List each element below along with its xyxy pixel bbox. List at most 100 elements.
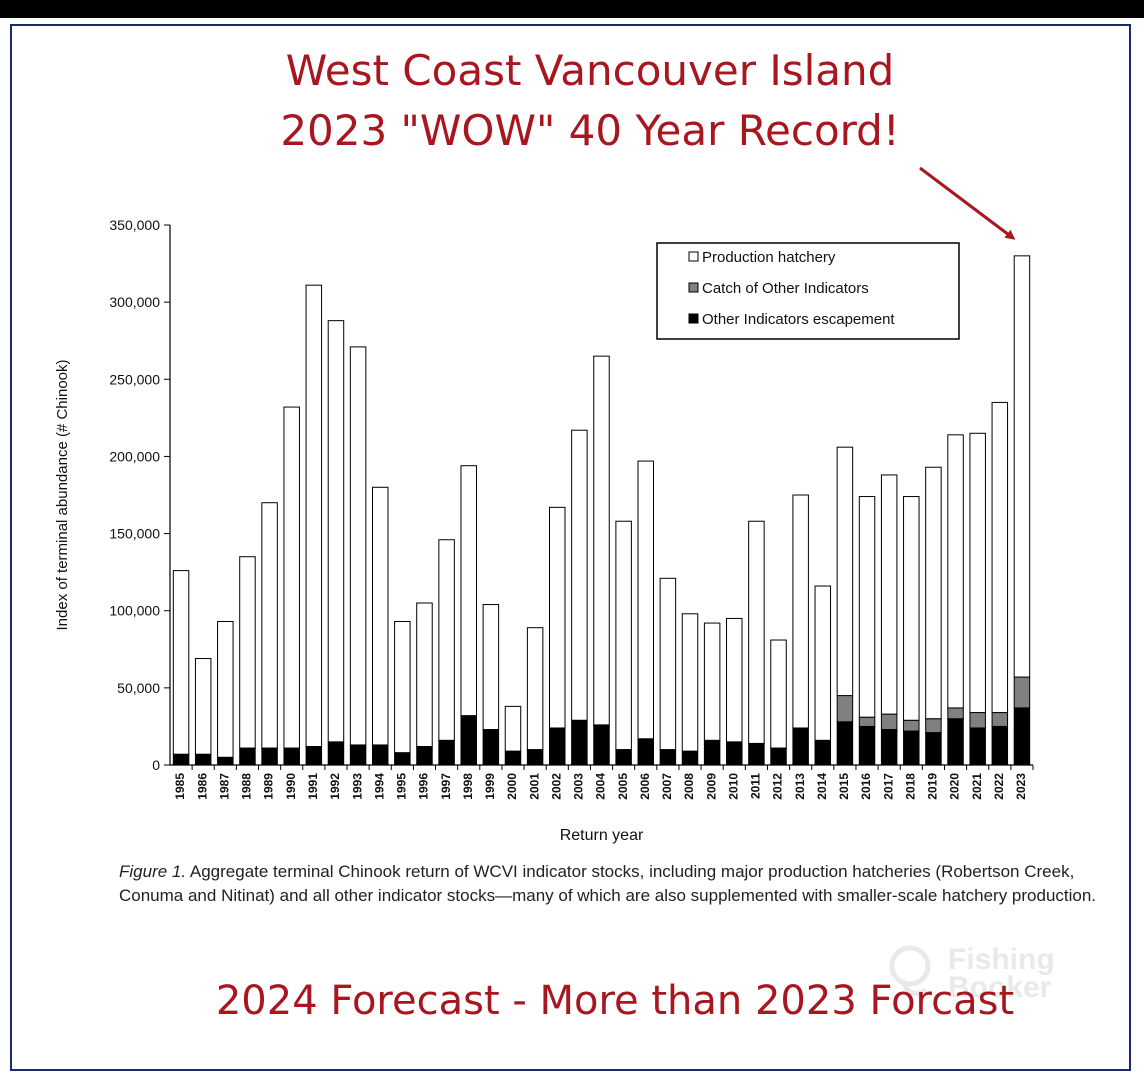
headline-line-2: 2023 "WOW" 40 Year Record! bbox=[280, 106, 900, 155]
bar-segment bbox=[327, 320, 345, 743]
bar-segment bbox=[726, 617, 743, 743]
x-tick-label: 1988 bbox=[240, 773, 254, 800]
x-tick-label: 2018 bbox=[903, 773, 917, 800]
bar-segment bbox=[770, 639, 787, 749]
x-tick-label: 2004 bbox=[594, 773, 608, 800]
chart-legend: Production hatchery Catch of Other Indica… bbox=[656, 242, 960, 340]
bar-segment bbox=[349, 744, 367, 766]
bar-segment bbox=[416, 745, 433, 766]
x-tick-label: 1985 bbox=[173, 773, 187, 800]
bar-segment bbox=[903, 719, 920, 732]
bar-segment bbox=[261, 747, 278, 766]
fish-hook-icon bbox=[889, 945, 931, 996]
watermark-line-1: Fishing bbox=[948, 943, 1055, 976]
bar-segment bbox=[371, 744, 389, 766]
bar-segment bbox=[548, 506, 566, 729]
x-tick-label: 2001 bbox=[527, 773, 541, 800]
bar-segment bbox=[925, 732, 942, 766]
bar-segment bbox=[283, 747, 300, 766]
x-tick-label: 2015 bbox=[837, 773, 851, 800]
y-tick-label: 350,000 bbox=[109, 217, 160, 233]
x-tick-label: 1995 bbox=[395, 773, 409, 800]
x-tick-label: 1989 bbox=[262, 773, 276, 800]
bar-segment bbox=[925, 718, 942, 734]
bar-segment bbox=[172, 753, 190, 766]
x-tick-label: 2022 bbox=[992, 773, 1006, 800]
forecast-footer: 2024 Forecast - More than 2023 Forcast bbox=[215, 978, 1015, 1024]
legend-label: Production hatchery bbox=[702, 249, 836, 266]
bar-segment bbox=[880, 729, 898, 766]
legend-box bbox=[656, 242, 960, 340]
x-tick-label: 1993 bbox=[350, 773, 364, 800]
bar-segment bbox=[880, 474, 898, 715]
y-tick-label: 250,000 bbox=[109, 371, 160, 387]
bar-segment bbox=[1013, 707, 1031, 766]
x-tick-label: 2002 bbox=[549, 773, 563, 800]
bar-segment bbox=[814, 585, 832, 741]
bar-segment bbox=[172, 570, 190, 755]
bar-segment bbox=[327, 741, 345, 766]
bar-segment bbox=[947, 707, 964, 720]
bar-segment bbox=[659, 749, 677, 766]
bar-segment bbox=[903, 496, 920, 721]
bar-segment bbox=[947, 718, 964, 766]
bar-segment bbox=[1013, 676, 1031, 709]
bar-segment bbox=[880, 713, 898, 731]
watermark: Fishing Booker bbox=[880, 942, 1100, 1003]
bar-segment bbox=[903, 730, 920, 766]
headline-line-1: West Coast Vancouver Island bbox=[285, 46, 895, 95]
bar-segment bbox=[858, 496, 876, 718]
bar-segment bbox=[593, 724, 610, 766]
x-tick-label: 2021 bbox=[970, 773, 984, 800]
bar-segment bbox=[593, 355, 610, 726]
figure-label: Figure 1. bbox=[119, 862, 187, 881]
bar-segment bbox=[504, 705, 522, 752]
x-tick-label: 2014 bbox=[815, 773, 829, 800]
x-tick-label: 1994 bbox=[372, 773, 386, 800]
bar-segment bbox=[726, 741, 743, 766]
bar-segment bbox=[814, 739, 832, 766]
y-tick-label: 200,000 bbox=[109, 448, 160, 464]
x-tick-label: 1997 bbox=[439, 773, 453, 800]
x-tick-label: 2006 bbox=[638, 773, 652, 800]
bar-segment bbox=[305, 284, 323, 747]
bar-segment bbox=[438, 539, 455, 741]
legend-label: Catch of Other Indicators bbox=[702, 280, 869, 297]
bar-segment bbox=[194, 658, 212, 755]
figure-caption: Figure 1. Aggregate terminal Chinook ret… bbox=[119, 860, 1119, 908]
bar-segment bbox=[217, 621, 234, 758]
record-arrow bbox=[919, 166, 1016, 240]
bar-segment bbox=[681, 750, 699, 766]
bar-segment bbox=[394, 621, 411, 754]
bar-segment bbox=[991, 725, 1009, 766]
x-tick-label: 2003 bbox=[572, 773, 586, 800]
x-tick-label: 2011 bbox=[749, 773, 763, 799]
bar-segment bbox=[526, 627, 544, 751]
bar-segment bbox=[571, 719, 588, 766]
bar-segment bbox=[637, 738, 655, 766]
legend-swatch bbox=[688, 251, 699, 262]
bar-segment bbox=[991, 712, 1009, 727]
y-tick-label: 150,000 bbox=[109, 526, 160, 542]
x-tick-label: 1998 bbox=[461, 773, 475, 800]
bar-segment bbox=[371, 486, 389, 746]
bar-segment bbox=[969, 727, 986, 766]
x-tick-label: 2016 bbox=[859, 773, 873, 800]
x-tick-label: 2019 bbox=[926, 773, 940, 800]
bar-segment bbox=[615, 749, 632, 766]
caption-text: Aggregate terminal Chinook return of WCV… bbox=[119, 862, 1097, 905]
bar-segment bbox=[349, 346, 367, 746]
y-tick-label: 100,000 bbox=[109, 603, 160, 619]
bar-segment bbox=[748, 520, 765, 744]
bar-segment bbox=[991, 401, 1009, 714]
image-frame bbox=[10, 24, 1131, 1071]
bar-segment bbox=[239, 556, 256, 749]
bar-segment bbox=[460, 465, 477, 717]
bar-segment bbox=[416, 602, 433, 747]
bar-segment bbox=[482, 729, 500, 766]
x-tick-label: 2009 bbox=[704, 773, 718, 800]
bar-segment bbox=[858, 716, 876, 727]
bar-segment bbox=[836, 446, 854, 697]
x-tick-label: 2000 bbox=[505, 773, 519, 800]
